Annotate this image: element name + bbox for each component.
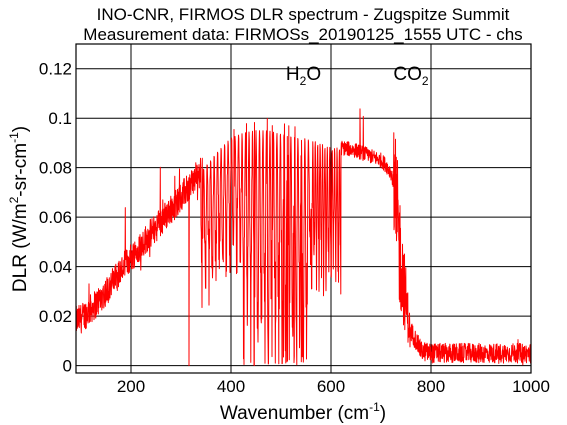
annotations: H2O CO2 — [286, 64, 429, 88]
y-tick-label: 0.12 — [39, 60, 72, 79]
x-tick-label: 1000 — [512, 377, 550, 396]
chart-title: INO-CNR, FIRMOS DLR spectrum - Zugspitze… — [97, 5, 510, 24]
y-axis-label: DLR (W/m2-sr-cm-1) — [7, 126, 31, 292]
chart-subtitle: Measurement data: FIRMOSs_20190125_1555 … — [83, 25, 522, 44]
plot-frame — [75, 43, 532, 374]
x-axis-label-main: Wavenumber (cm — [220, 403, 369, 424]
y-axis-label-sup2: -1 — [7, 132, 21, 143]
x-tick-label: 600 — [317, 377, 345, 396]
x-tick-label: 800 — [417, 377, 445, 396]
x-axis-label-close: ) — [380, 403, 386, 424]
y-tick-label: 0.1 — [48, 109, 72, 128]
y-tick-label: 0.06 — [39, 208, 72, 227]
y-axis-label-sup1: 2 — [7, 196, 21, 203]
spectrum-line — [75, 108, 532, 367]
y-axis-label-close: ) — [10, 126, 31, 132]
x-axis-label-sup: -1 — [369, 400, 380, 414]
series-dlr-spectrum — [75, 108, 532, 367]
y-tick-label: 0.08 — [39, 159, 72, 178]
x-tick-label: 400 — [217, 377, 245, 396]
band-annotation: CO2 — [393, 64, 429, 88]
band-annotation: H2O — [286, 64, 321, 88]
axis-ticks: 200 400 600 800 1000 0 0.02 0.04 0.06 0.08 0.1 0.12 — [39, 60, 550, 396]
y-tick-label: 0.04 — [39, 258, 72, 277]
y-tick-label: 0 — [63, 357, 72, 376]
y-axis-label-part2: -sr-cm — [10, 143, 31, 197]
y-axis-label-part1: DLR (W/m — [10, 203, 31, 292]
y-tick-label: 0.02 — [39, 307, 72, 326]
x-tick-label: 200 — [117, 377, 145, 396]
x-axis-label: Wavenumber (cm-1) — [220, 400, 386, 424]
